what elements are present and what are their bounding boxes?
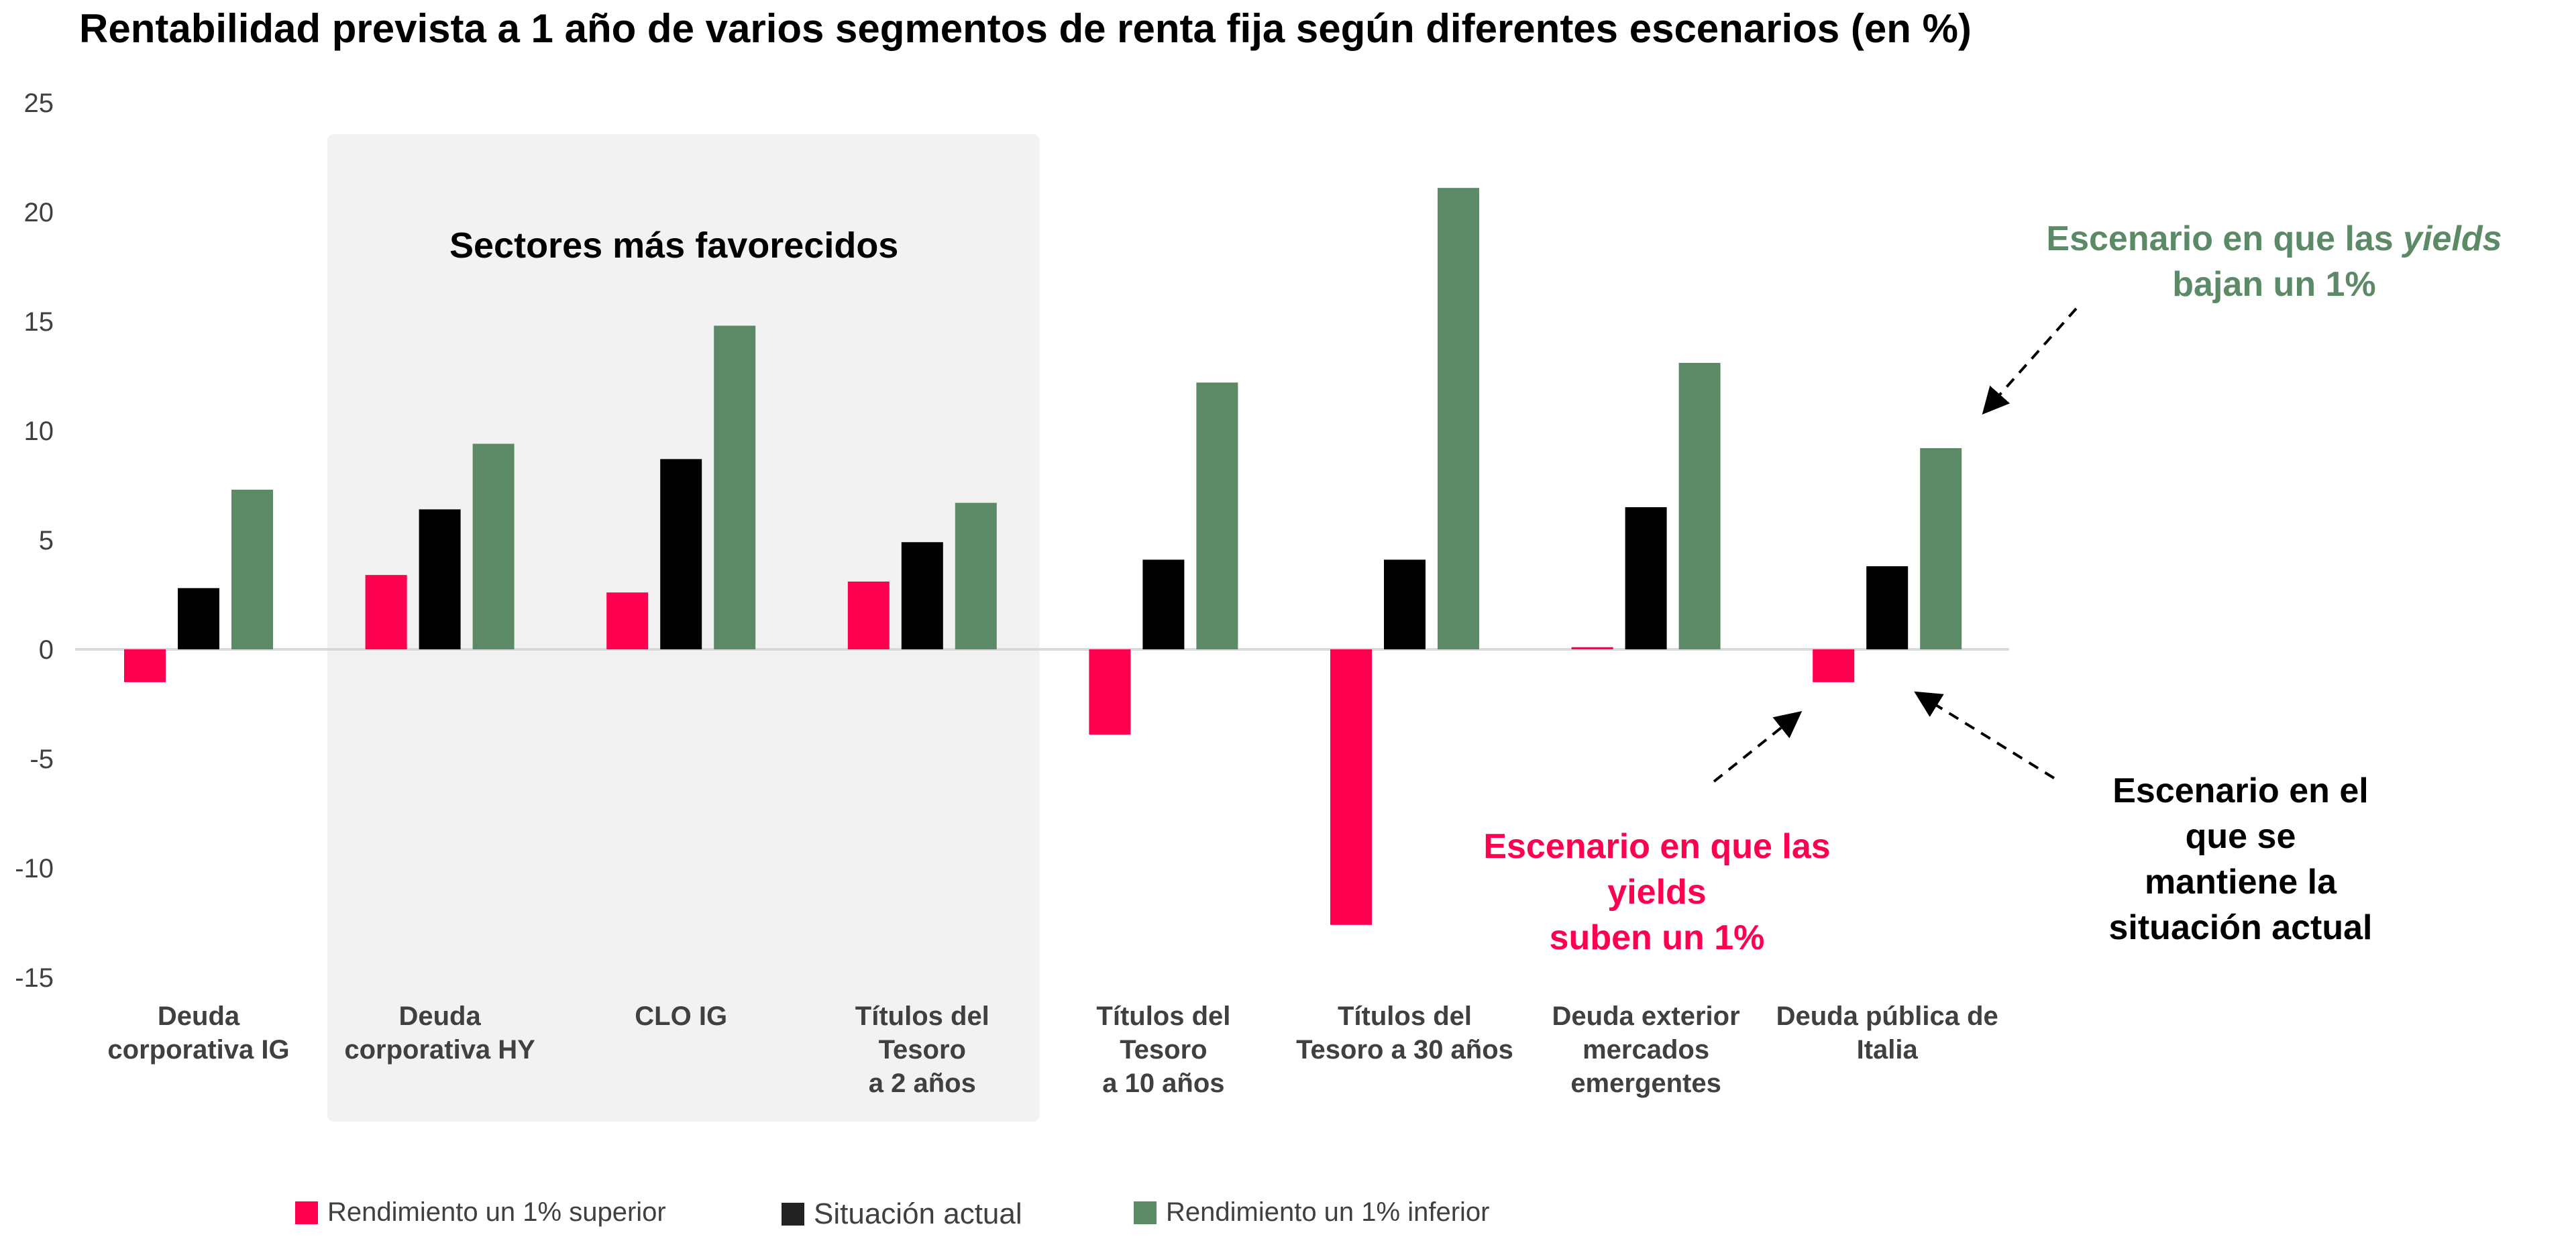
legend-item-inferior: Rendimiento un 1% inferior [1134,1197,1489,1228]
bar [1678,362,1721,649]
bar [1142,559,1185,649]
arrow-down-scenario [1982,307,2078,415]
annotation-current-line: mantiene la [2144,863,2337,902]
legend-label: Rendimiento un 1% inferior [1166,1197,1490,1227]
y-tick-label: 0 [39,635,54,665]
bar [472,443,515,649]
bar [124,649,166,682]
annotation-current-line: que se [2185,817,2296,856]
y-axis: 25 20 15 10 5 0 -5 -10 -15 [15,89,54,993]
bar [660,459,702,649]
annotation-current-line: situación actual [2108,908,2373,947]
annotation-down-line2: bajan un 1% [2172,265,2376,304]
bar [955,502,997,649]
bar [419,509,461,649]
x-tick-label: Deuda pública de Italia [1776,1002,1998,1065]
x-tick-label: Deuda corporativa IG [107,1002,290,1065]
x-tick-label: CLO IG [635,1002,728,1031]
chart-title: Rentabilidad prevista a 1 año de varios … [79,6,1972,51]
bar [231,490,273,649]
annotation-up-line: suben un 1% [1549,918,1765,957]
highlight-label: Sectores más favorecidos [449,225,899,266]
y-tick-label: 15 [24,307,54,337]
bar [1571,647,1613,649]
y-tick-label: -10 [15,854,54,883]
annotation-yields-up: Escenario en que las yields suben un 1% [1429,824,1885,961]
bars [124,188,1962,925]
bar [178,588,219,649]
legend-label: Situación actual [814,1197,1022,1230]
annotation-up-line: yields [1607,873,1707,912]
bar [1625,507,1667,649]
legend-swatch-green [1134,1201,1157,1224]
x-tick-label: Deuda exterior mercados emergentes [1552,1002,1740,1098]
bar [1330,649,1372,925]
y-tick-label: -5 [30,745,54,774]
annotation-yields-down: Escenario en que las yields bajan un 1% [1986,216,2563,307]
legend-swatch-red [295,1201,318,1224]
arrow-up-scenario [1713,711,1803,783]
bar [1196,382,1238,649]
y-tick-label: 10 [24,417,54,446]
arrow-current-scenario [1914,691,2055,779]
bar [901,542,943,649]
bar [1866,566,1909,649]
y-tick-label: 5 [39,526,54,555]
annotation-current-line: Escenario en el [2112,771,2369,810]
bar [365,575,407,649]
y-tick-label: 20 [24,198,54,227]
y-tick-label: -15 [15,963,54,993]
bar [1384,559,1426,649]
x-tick-label: Títulos del Tesoro a 30 años [1296,1002,1513,1065]
bar [1089,649,1131,735]
legend-item-superior: Rendimiento un 1% superior [295,1197,666,1228]
bar [1813,649,1855,682]
annotation-up-line: Escenario en que las [1483,827,1831,866]
x-tick-label: Deuda corporativa HY [344,1002,535,1065]
annotation-current: Escenario en el que se mantiene la situa… [2033,768,2449,951]
y-tick-label: 25 [24,89,54,118]
bar [606,592,649,649]
legend-swatch-black [782,1203,804,1226]
bar [714,325,756,649]
bar [1438,188,1479,649]
legend-label: Rendimiento un 1% superior [327,1197,666,1227]
legend-item-actual: Situación actual [782,1197,1022,1231]
annotation-down-text: Escenario en que las [2046,219,2404,258]
x-tick-label: Títulos del Tesoro a 10 años [1096,1002,1231,1098]
annotation-down-italic: yields [2403,219,2502,258]
bar [1920,448,1962,649]
x-tick-label: Títulos del Tesoro a 2 años [855,1002,989,1098]
bar [847,581,890,649]
annotation-arrows [1713,307,2078,783]
